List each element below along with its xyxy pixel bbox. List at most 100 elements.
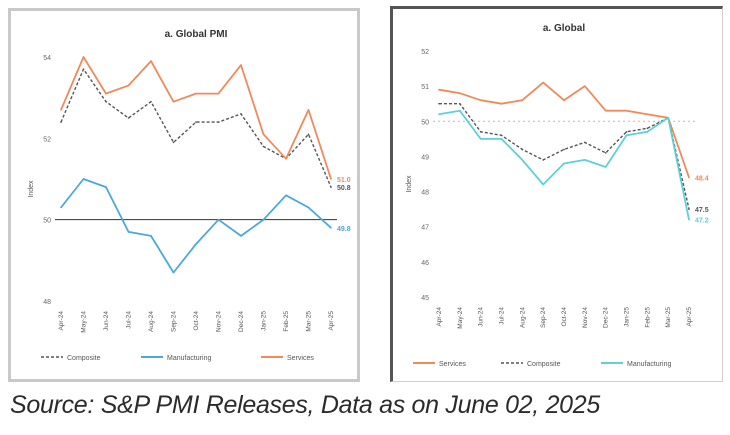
x-tick-label: Jan-25 [624,307,631,327]
data-point-composite [330,186,332,188]
data-point-services [646,113,649,116]
y-tick-label: 48 [43,299,51,306]
x-tick-label: Jun-24 [103,311,110,331]
x-tick-label: Oct-24 [193,311,200,331]
data-point-services [60,109,62,111]
data-point-manufacturing [217,218,220,221]
data-point-services [604,109,607,112]
end-value-label-manufacturing: 47.2 [695,218,709,225]
x-tick-label: May-24 [81,311,88,333]
y-tick-label: 54 [43,55,51,62]
data-point-manufacturing [307,206,310,209]
data-point-composite [195,121,197,123]
x-tick-label: Nov-24 [216,311,223,332]
data-point-manufacturing [625,134,628,137]
data-point-services [285,157,287,160]
data-point-manufacturing [479,138,482,140]
data-point-manufacturing [127,231,130,233]
x-tick-label: Nov-24 [582,307,589,328]
y-axis-label: Index [406,175,413,193]
data-point-manufacturing [438,113,440,116]
data-point-composite [217,121,220,123]
data-point-services [542,81,544,84]
data-point-composite [625,131,628,133]
data-point-composite [563,148,565,151]
x-tick-label: Aug-24 [519,307,526,328]
data-point-composite [604,152,607,154]
series-line-manufacturing [60,178,332,274]
y-tick-label: 48 [421,190,429,197]
end-value-label-services: 48.4 [695,176,709,183]
x-tick-label: Mar-25 [665,307,672,328]
data-point-composite [584,141,586,144]
data-point-manufacturing [459,109,461,112]
x-tick-label: Apr-24 [58,311,65,331]
x-tick-label: Oct-24 [561,307,568,327]
x-tick-label: Jul-24 [126,311,133,329]
data-point-services [500,102,503,105]
legend-label-manufacturing: Manufacturing [167,355,211,362]
data-point-services [479,99,482,101]
data-point-composite [646,127,649,130]
x-tick-label: Feb-25 [644,307,651,328]
data-point-composite [150,100,152,103]
data-point-manufacturing [262,218,265,221]
data-point-manufacturing [105,186,107,188]
chart-title: a. Global [543,23,585,34]
data-point-composite [542,159,544,161]
data-point-services [688,176,690,179]
x-tick-label: Apr-25 [328,311,335,331]
y-tick-label: 51 [421,84,429,91]
data-point-manufacturing [646,131,649,133]
data-point-composite [459,102,461,105]
data-point-services [563,99,565,101]
data-point-composite [479,131,482,133]
end-value-label-services: 51.0 [337,177,351,184]
data-point-manufacturing [521,159,524,161]
data-point-composite [60,121,62,123]
y-tick-label: 45 [421,295,429,302]
data-point-services [82,56,85,58]
legend-label-services: Services [439,361,466,368]
data-point-composite [172,141,175,144]
data-point-composite [127,117,130,119]
x-tick-label: Apr-24 [436,307,443,327]
y-tick-label: 46 [421,260,429,267]
data-point-services [150,60,152,62]
x-tick-label: Feb-25 [283,311,290,332]
data-point-services [521,99,524,101]
data-point-services [262,133,265,136]
y-axis-label: Index [28,180,35,198]
chart-title: a. Global PMI [165,29,228,40]
data-point-services [307,109,310,111]
x-tick-label: Jan-25 [261,311,268,331]
x-tick-label: Jul-24 [499,307,506,325]
x-tick-label: Mar-25 [306,311,313,332]
data-point-composite [688,208,690,210]
data-point-services [105,92,107,95]
x-tick-label: Apr-25 [686,307,693,327]
data-point-manufacturing [604,166,607,168]
data-point-manufacturing [172,271,175,274]
series-line-composite [439,102,690,210]
data-point-composite [521,148,524,151]
data-point-services [438,88,440,91]
data-point-manufacturing [82,178,85,180]
data-point-services [240,64,242,66]
y-tick-label: 50 [421,119,429,126]
data-point-services [330,178,332,180]
data-point-composite [500,134,503,137]
data-point-composite [82,68,85,70]
legend-label-services: Services [287,355,314,362]
data-point-services [127,84,130,87]
data-point-services [459,92,461,94]
legend-label-manufacturing: Manufacturing [627,361,671,368]
legend-label-composite: Composite [67,355,101,362]
x-tick-label: Sep-24 [171,311,178,332]
x-tick-label: Dec-24 [238,311,245,332]
data-point-services [584,85,586,87]
series-line-services [60,56,332,180]
data-point-services [217,92,220,95]
x-tick-label: May-24 [457,307,464,329]
global-chart: a. Global Index 45 46 47 48 49 50 51 52 Apr-24 May-… [406,23,709,368]
